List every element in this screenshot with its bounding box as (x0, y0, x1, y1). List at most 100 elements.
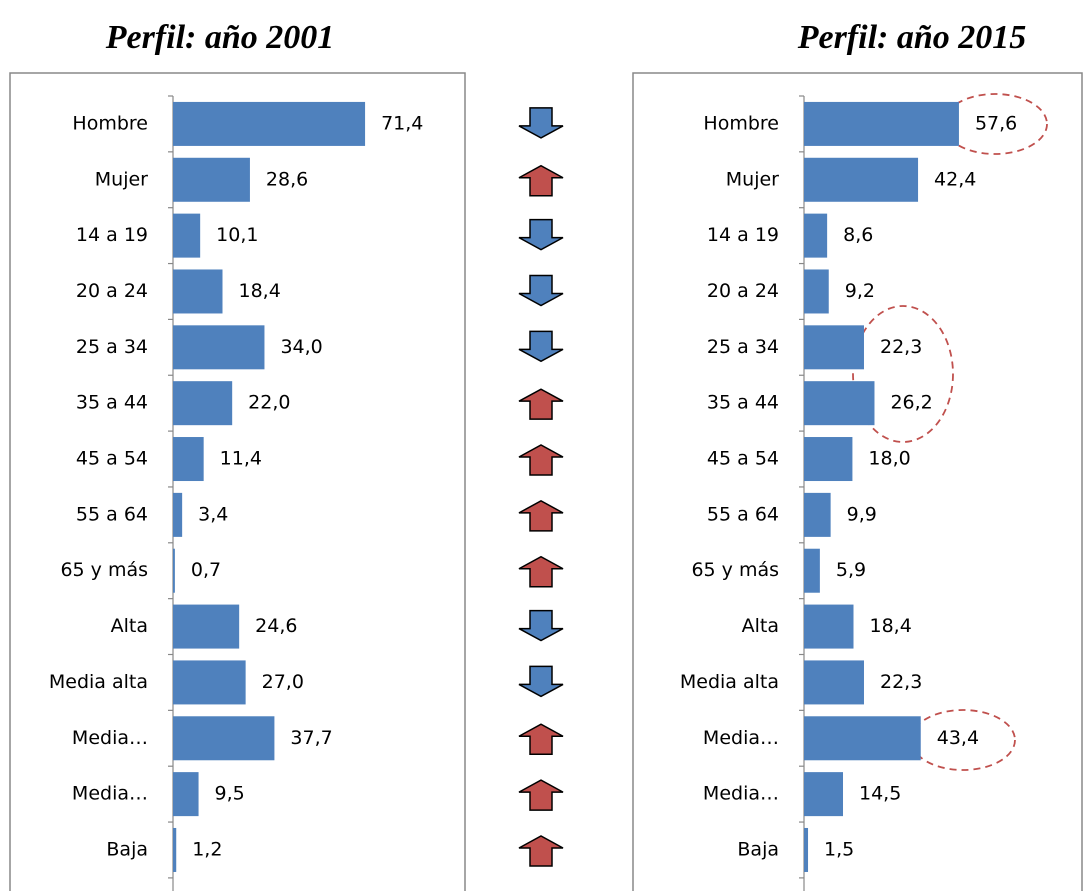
bar (804, 716, 921, 761)
value-label: 42,4 (934, 168, 976, 190)
bar (173, 157, 250, 202)
value-label: 11,4 (220, 448, 262, 470)
bar (804, 772, 844, 817)
bar (173, 492, 183, 537)
category-label: 45 a 54 (707, 448, 779, 470)
value-label: 18,0 (868, 448, 910, 470)
bar (804, 157, 919, 202)
category-label: 25 a 34 (76, 336, 148, 358)
down-arrow (518, 665, 564, 698)
up-arrow (518, 388, 564, 420)
bar (173, 381, 233, 426)
chart-frame (9, 72, 466, 891)
category-label: Mujer (95, 168, 148, 190)
highlight-ellipse (942, 93, 1048, 155)
category-label: 14 a 19 (76, 224, 148, 246)
down-arrow (518, 218, 564, 251)
value-label: 18,4 (238, 280, 280, 302)
value-label: 14,5 (859, 783, 901, 805)
value-label: 10,1 (216, 224, 258, 246)
category-label: 65 y más (691, 559, 779, 581)
value-label: 9,2 (845, 280, 875, 302)
bar (173, 604, 240, 649)
bar (804, 492, 831, 537)
highlight-ellipse (852, 305, 954, 443)
category-label: 45 a 54 (76, 448, 148, 470)
category-label: Hombre (703, 112, 779, 134)
bar (173, 772, 199, 817)
bar (173, 269, 223, 314)
down-arrow (518, 330, 564, 363)
bar (173, 827, 177, 872)
up-arrow (518, 835, 564, 867)
down-arrow (518, 609, 564, 642)
up-arrow (518, 164, 564, 197)
category-label: 25 a 34 (707, 336, 779, 358)
up-arrow (518, 500, 564, 532)
bar (173, 548, 175, 593)
bar (804, 827, 809, 872)
bar (804, 660, 864, 705)
category-label: Media… (703, 727, 779, 749)
value-label: 0,7 (191, 559, 221, 581)
bar (173, 716, 275, 761)
bar (804, 213, 828, 258)
value-label: 3,4 (198, 503, 228, 525)
value-label: 18,4 (869, 615, 911, 637)
value-label: 9,9 (847, 503, 877, 525)
up-arrow (518, 779, 564, 811)
value-label: 43,4 (937, 727, 979, 749)
value-label: 8,6 (843, 224, 873, 246)
category-label: 35 a 44 (707, 392, 779, 414)
category-label: 55 a 64 (707, 503, 779, 525)
up-arrow (518, 723, 564, 756)
chart-frame (632, 72, 1083, 891)
bar (804, 437, 853, 482)
value-label: 1,2 (192, 838, 222, 860)
up-arrow (518, 555, 564, 588)
bar (804, 381, 875, 426)
bar (804, 548, 820, 593)
category-label: Baja (106, 838, 148, 860)
value-label: 9,5 (215, 783, 245, 805)
value-label: 57,6 (975, 112, 1017, 134)
bar (804, 269, 829, 314)
category-label: 20 a 24 (707, 280, 779, 302)
value-label: 26,2 (890, 392, 932, 414)
category-label: 14 a 19 (707, 224, 779, 246)
category-label: Media… (72, 783, 148, 805)
category-label: Media alta (49, 671, 148, 693)
value-label: 1,5 (824, 838, 854, 860)
category-label: Baja (737, 838, 779, 860)
bar (173, 101, 366, 146)
value-label: 34,0 (280, 336, 322, 358)
bar (804, 325, 864, 370)
bar (173, 660, 246, 705)
category-label: Alta (111, 615, 148, 637)
value-label: 71,4 (381, 112, 423, 134)
category-label: Media… (703, 783, 779, 805)
bar (804, 101, 959, 146)
down-arrow (518, 107, 564, 139)
value-label: 5,9 (836, 559, 866, 581)
highlight-ellipse (910, 709, 1016, 771)
value-label: 22,3 (880, 671, 922, 693)
category-label: Media… (72, 727, 148, 749)
chart-title: Perfil: año 2001 (105, 19, 335, 56)
value-label: 24,6 (255, 615, 297, 637)
category-label: Mujer (726, 168, 779, 190)
value-label: 37,7 (290, 727, 332, 749)
bar (173, 325, 265, 370)
value-label: 27,0 (262, 671, 304, 693)
category-label: 35 a 44 (76, 392, 148, 414)
category-label: 20 a 24 (76, 280, 148, 302)
bar (173, 437, 204, 482)
category-label: 55 a 64 (76, 503, 148, 525)
category-label: 65 y más (60, 559, 148, 581)
category-label: Media alta (680, 671, 779, 693)
value-label: 22,3 (880, 336, 922, 358)
up-arrow (518, 444, 564, 476)
value-label: 28,6 (266, 168, 308, 190)
bar (173, 213, 201, 258)
